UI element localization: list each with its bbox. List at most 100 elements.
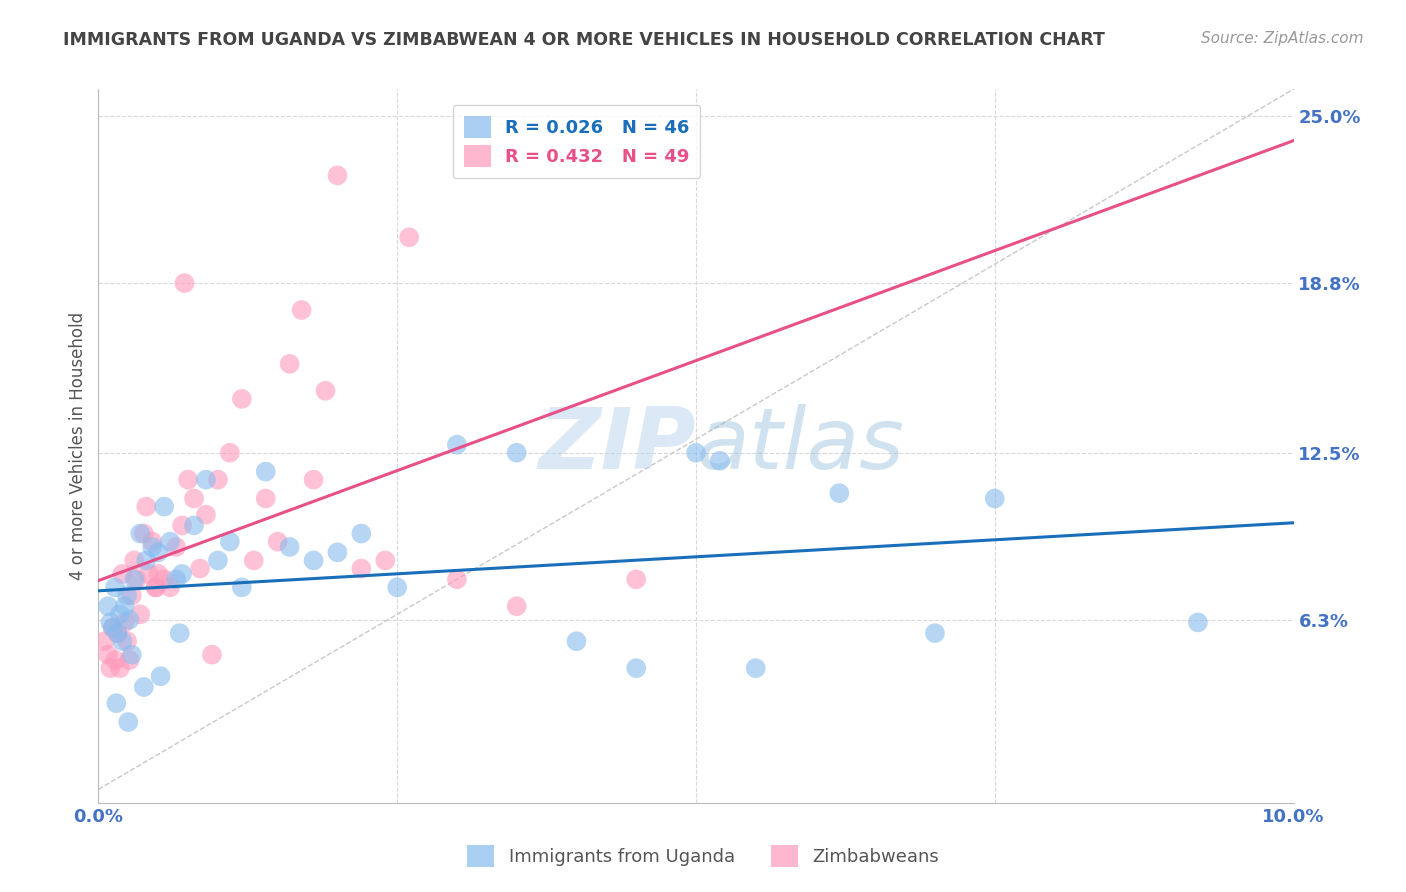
Point [172, 518, 194, 533]
Point [385, 580, 409, 594]
Point [350, 526, 373, 541]
Point [1187, 615, 1209, 630]
Point [101, 621, 124, 635]
Point [626, 572, 648, 586]
Point [924, 626, 946, 640]
Point [626, 661, 648, 675]
Point [107, 626, 129, 640]
Point [111, 566, 134, 581]
Point [195, 508, 218, 522]
Point [685, 446, 707, 460]
Point [446, 572, 468, 586]
Point [141, 534, 163, 549]
Point [93, 634, 115, 648]
Legend: Immigrants from Uganda, Zimbabweans: Immigrants from Uganda, Zimbabweans [460, 838, 946, 874]
Point [254, 465, 277, 479]
Point [107, 626, 129, 640]
Point [98, 615, 122, 630]
Point [115, 589, 138, 603]
Point [159, 580, 181, 594]
Text: Source: ZipAtlas.com: Source: ZipAtlas.com [1201, 31, 1364, 46]
Point [207, 473, 229, 487]
Point [278, 540, 301, 554]
Point [117, 714, 139, 729]
Point [315, 384, 337, 398]
Point [149, 669, 172, 683]
Point [326, 169, 349, 183]
Point [302, 473, 325, 487]
Point [148, 566, 170, 581]
Point [135, 553, 157, 567]
Point [129, 526, 152, 541]
Point [201, 648, 224, 662]
Point [169, 626, 191, 640]
Point [173, 276, 195, 290]
Point [745, 661, 768, 675]
Text: atlas: atlas [696, 404, 904, 488]
Point [506, 446, 529, 460]
Point [195, 473, 218, 487]
Point [97, 648, 120, 662]
Point [105, 696, 128, 710]
Point [243, 553, 266, 567]
Point [177, 473, 200, 487]
Point [446, 437, 468, 451]
Point [565, 634, 588, 648]
Point [124, 553, 146, 567]
Point [231, 392, 253, 406]
Point [398, 230, 420, 244]
Point [114, 615, 136, 630]
Point [97, 599, 120, 614]
Point [148, 545, 170, 559]
Point [98, 661, 122, 675]
Point [153, 572, 176, 586]
Point [121, 589, 143, 603]
Point [506, 599, 529, 614]
Point [115, 634, 138, 648]
Text: IMMIGRANTS FROM UGANDA VS ZIMBABWEAN 4 OR MORE VEHICLES IN HOUSEHOLD CORRELATION: IMMIGRANTS FROM UGANDA VS ZIMBABWEAN 4 O… [63, 31, 1105, 49]
Point [141, 540, 163, 554]
Point [125, 572, 148, 586]
Point [267, 534, 290, 549]
Point [984, 491, 1007, 506]
Point [207, 553, 229, 567]
Point [291, 303, 314, 318]
Point [254, 491, 277, 506]
Point [111, 634, 134, 648]
Point [219, 534, 242, 549]
Point [108, 607, 131, 622]
Point [709, 454, 731, 468]
Point [165, 572, 187, 586]
Point [153, 500, 176, 514]
Point [114, 599, 136, 614]
Point [129, 607, 152, 622]
Point [183, 518, 205, 533]
Legend: R = 0.026   N = 46, R = 0.432   N = 49: R = 0.026 N = 46, R = 0.432 N = 49 [453, 105, 700, 178]
Point [145, 580, 167, 594]
Point [374, 553, 396, 567]
Point [302, 553, 325, 567]
Point [350, 561, 373, 575]
Point [326, 545, 349, 559]
Point [145, 580, 167, 594]
Point [183, 491, 205, 506]
Point [118, 653, 141, 667]
Point [231, 580, 253, 594]
Point [159, 534, 181, 549]
Point [828, 486, 851, 500]
Point [135, 500, 157, 514]
Point [165, 540, 187, 554]
Point [132, 526, 155, 541]
Point [138, 566, 160, 581]
Point [118, 613, 141, 627]
Point [104, 580, 127, 594]
Point [108, 661, 131, 675]
Point [278, 357, 301, 371]
Point [188, 561, 211, 575]
Point [121, 648, 143, 662]
Point [219, 446, 242, 460]
Point [132, 680, 155, 694]
Point [101, 621, 124, 635]
Text: ZIP: ZIP [538, 404, 696, 488]
Point [124, 572, 146, 586]
